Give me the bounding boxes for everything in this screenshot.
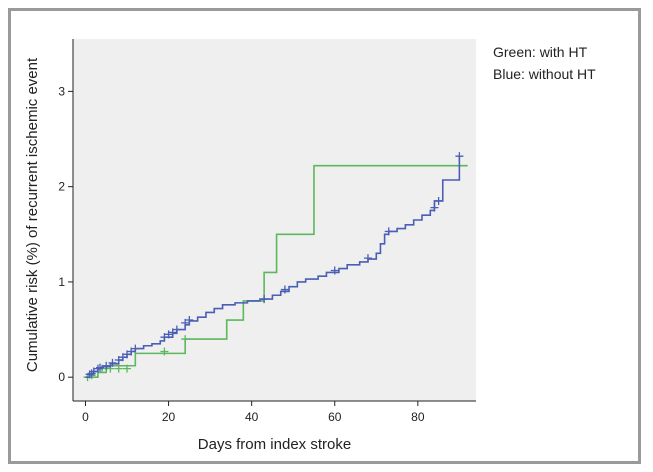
y-axis-label: Cumulative risk (%) of recurrent ischemi… <box>24 57 41 372</box>
series-1-censor-mark-19 <box>280 285 289 294</box>
x-tick-label-80: 80 <box>411 410 425 424</box>
series-1-censor-mark-22 <box>384 227 393 236</box>
series-1-censor-mark-11 <box>131 344 140 353</box>
series-1-censor-mark-12 <box>160 333 169 342</box>
y-tick-label-3: 3 <box>58 84 65 98</box>
km-chart: 0 20 40 60 80 0 1 2 3 Days from index stroke Cum… <box>24 39 596 453</box>
series-1-censor-mark-4 <box>96 363 105 372</box>
series-1-censor-mark-25 <box>455 152 464 161</box>
series-1-censor-mark-15 <box>172 325 181 334</box>
series-1-censor-mark-8 <box>118 353 127 362</box>
chart-frame: 0 20 40 60 80 0 1 2 3 Days from index stroke Cum… <box>8 8 641 464</box>
series-0-censor-mark-6 <box>160 347 169 356</box>
series-1-censor-mark-17 <box>185 316 194 325</box>
x-tick-label-40: 40 <box>245 410 259 424</box>
series-1-censor-mark-16 <box>181 318 190 327</box>
series-1-censor-mark-21 <box>363 254 372 263</box>
y-tick-label-1: 1 <box>58 275 65 289</box>
legend-entry-with-ht: Green: with HT <box>493 44 588 60</box>
legend-entry-without-ht: Blue: without HT <box>493 66 596 82</box>
x-axis-label: Days from index stroke <box>198 436 351 453</box>
series-1-censor-mark-24 <box>434 196 443 205</box>
y-tick-label-2: 2 <box>58 180 65 194</box>
y-tick-label-0: 0 <box>58 370 65 384</box>
series-0-censor-mark-7 <box>181 335 190 344</box>
series-1-censor-mark-18 <box>260 295 269 304</box>
x-tick-label-0: 0 <box>82 410 89 424</box>
plot-area <box>73 39 476 401</box>
series-0-step-line <box>85 164 468 378</box>
series-1-censor-mark-2 <box>89 367 98 376</box>
series-1-censor-mark-9 <box>123 350 132 359</box>
series-1-censor-mark-10 <box>127 347 136 356</box>
x-tick-label-20: 20 <box>162 410 176 424</box>
series-1-censor-mark-7 <box>114 356 123 365</box>
series-1-censor-mark-13 <box>164 330 173 339</box>
series-1-censor-mark-14 <box>168 328 177 337</box>
series-1-censor-mark-5 <box>102 361 111 370</box>
series-0-censor-mark-4 <box>114 364 123 373</box>
series-1-censor-mark-23 <box>430 203 439 212</box>
series-0-censor-mark-5 <box>123 364 132 373</box>
series-1-censor-mark-20 <box>330 266 339 275</box>
x-tick-label-60: 60 <box>328 410 342 424</box>
series-1-censor-mark-6 <box>108 358 117 367</box>
